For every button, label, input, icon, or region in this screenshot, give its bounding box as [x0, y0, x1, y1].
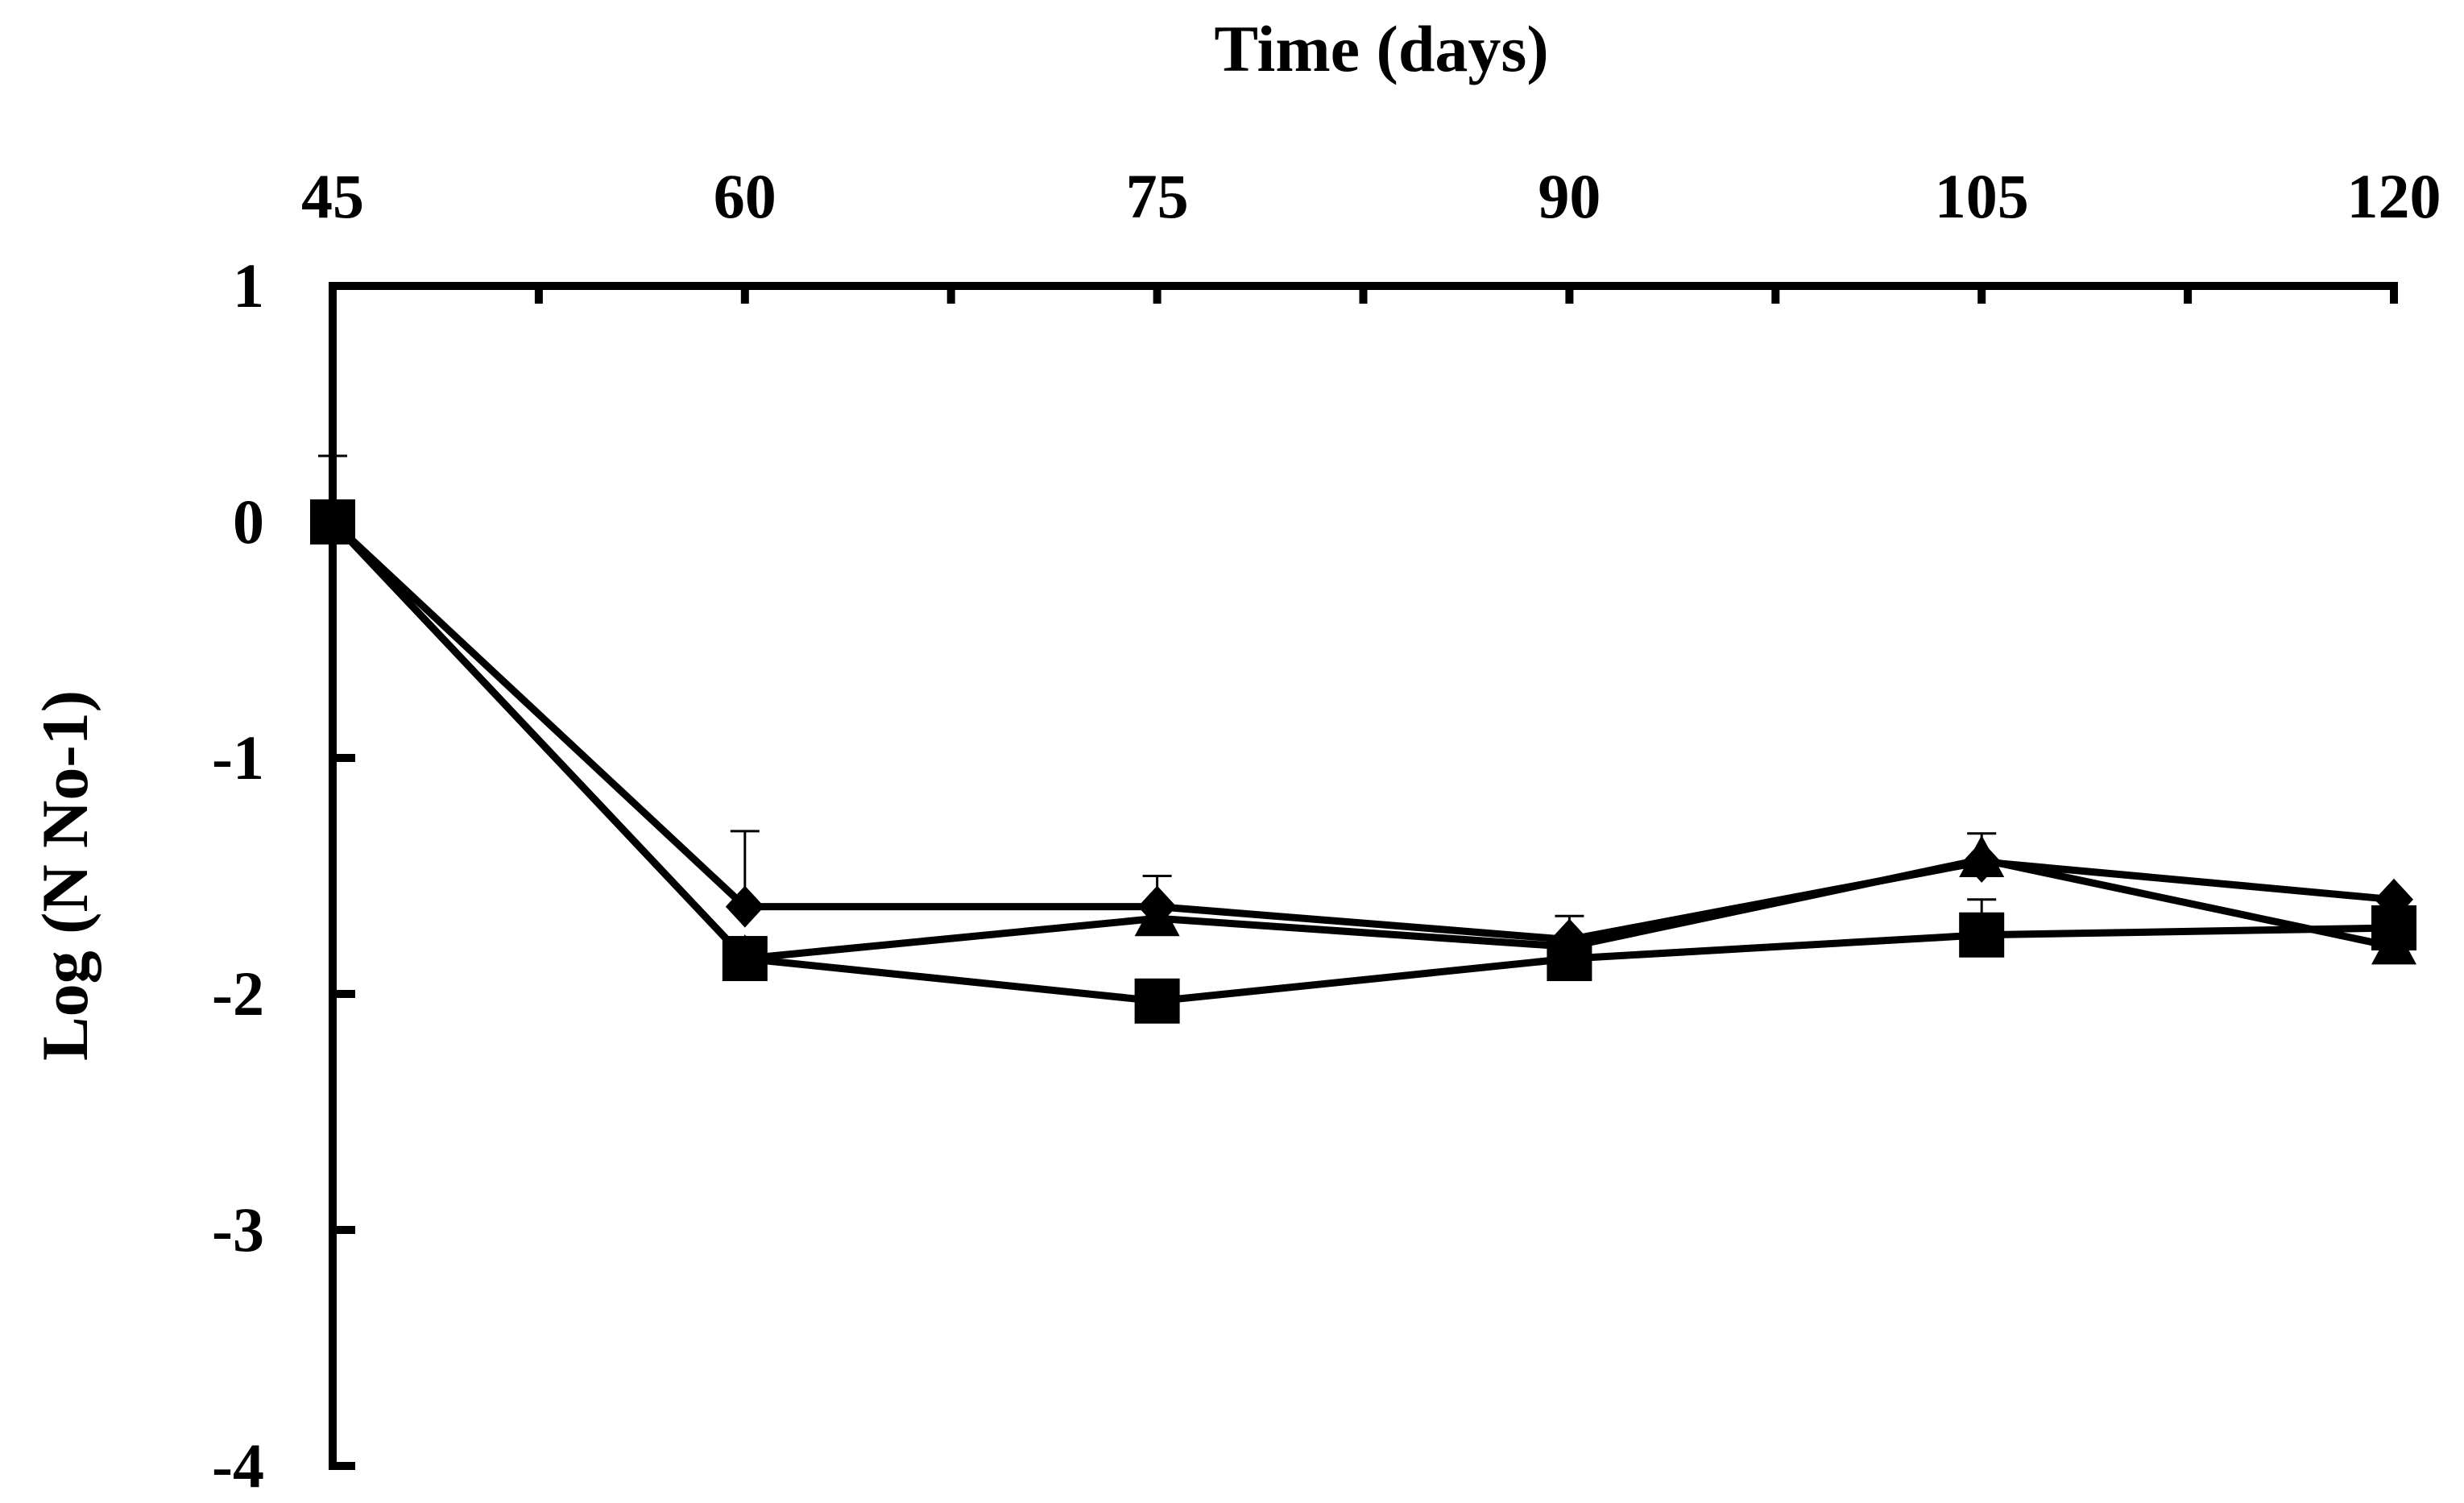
x-tick-label: 45 — [301, 161, 364, 231]
y-tick-label: 1 — [233, 250, 264, 321]
y-axis-title: Log (N No-1) — [28, 690, 101, 1061]
x-tick-label: 120 — [2347, 161, 2441, 231]
x-tick-label: 75 — [1126, 161, 1189, 231]
series-line-square — [329, 519, 2395, 1005]
y-tick-label: -1 — [212, 723, 264, 793]
data-point-square — [1134, 978, 1180, 1024]
data-point-diamond — [1137, 885, 1177, 928]
data-point-square — [1547, 936, 1592, 982]
plot-area — [310, 454, 2416, 1024]
data-point-diamond — [1962, 840, 2002, 883]
x-tick-label: 105 — [1935, 161, 2029, 231]
data-point-square — [310, 499, 355, 544]
data-point-diamond — [725, 885, 764, 928]
y-tick-label: 0 — [233, 487, 264, 557]
x-tick-label: 60 — [714, 161, 776, 231]
y-tick-label: -3 — [212, 1195, 264, 1265]
series-line-diamond — [329, 519, 2395, 944]
x-axis-title: Time (days) — [1214, 12, 1548, 85]
series-line-triangle — [329, 519, 2395, 963]
x-axis-ticks: 45 60 75 90 105 120 — [301, 161, 2441, 304]
y-tick-label: -2 — [212, 959, 264, 1029]
data-point-square — [722, 936, 768, 982]
x-tick-label: 90 — [1538, 161, 1601, 231]
data-point-square — [1959, 912, 2005, 958]
y-tick-label: -4 — [212, 1431, 264, 1501]
y-axis-ticks: 1 0 -1 -2 -3 -4 — [212, 250, 355, 1501]
data-point-square — [2371, 905, 2416, 950]
